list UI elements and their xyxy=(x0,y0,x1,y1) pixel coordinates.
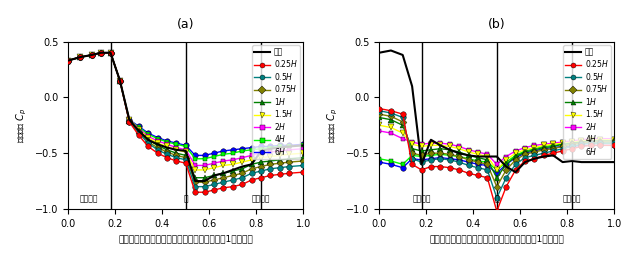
Legend: 単棟, $0.25H$, $0.5H$, $0.75H$, $1H$, $1.5H$, $2H$, $4H$, $6H$: 単棟, $0.25H$, $0.5H$, $0.75H$, $1H$, $1.5… xyxy=(563,45,610,159)
Y-axis label: 風圧係数 $C_p$: 風圧係数 $C_p$ xyxy=(15,108,29,143)
X-axis label: アーチパイプ風上側地際からの長さ（全長を1とする）: アーチパイプ風上側地際からの長さ（全長を1とする） xyxy=(429,234,564,243)
Text: (a): (a) xyxy=(177,18,194,31)
Text: 風上側軒: 風上側軒 xyxy=(80,194,99,203)
Text: 風下側軒: 風下側軒 xyxy=(252,194,270,203)
Text: 風下側軒: 風下側軒 xyxy=(562,194,582,203)
Text: 棟: 棟 xyxy=(183,194,188,203)
Text: (b): (b) xyxy=(488,18,506,31)
Y-axis label: 風圧係数 $C_p$: 風圧係数 $C_p$ xyxy=(326,108,340,143)
Text: 風上側軒: 風上側軒 xyxy=(412,194,431,203)
Text: 棟: 棟 xyxy=(494,194,499,203)
X-axis label: アーチパイプ風上側地際からの長さ（全長を1とする）: アーチパイプ風上側地際からの長さ（全長を1とする） xyxy=(118,234,253,243)
Legend: 単棟, $0.25H$, $0.5H$, $0.75H$, $1H$, $1.5H$, $2H$, $4H$, $6H$: 単棟, $0.25H$, $0.5H$, $0.75H$, $1H$, $1.5… xyxy=(252,45,299,159)
